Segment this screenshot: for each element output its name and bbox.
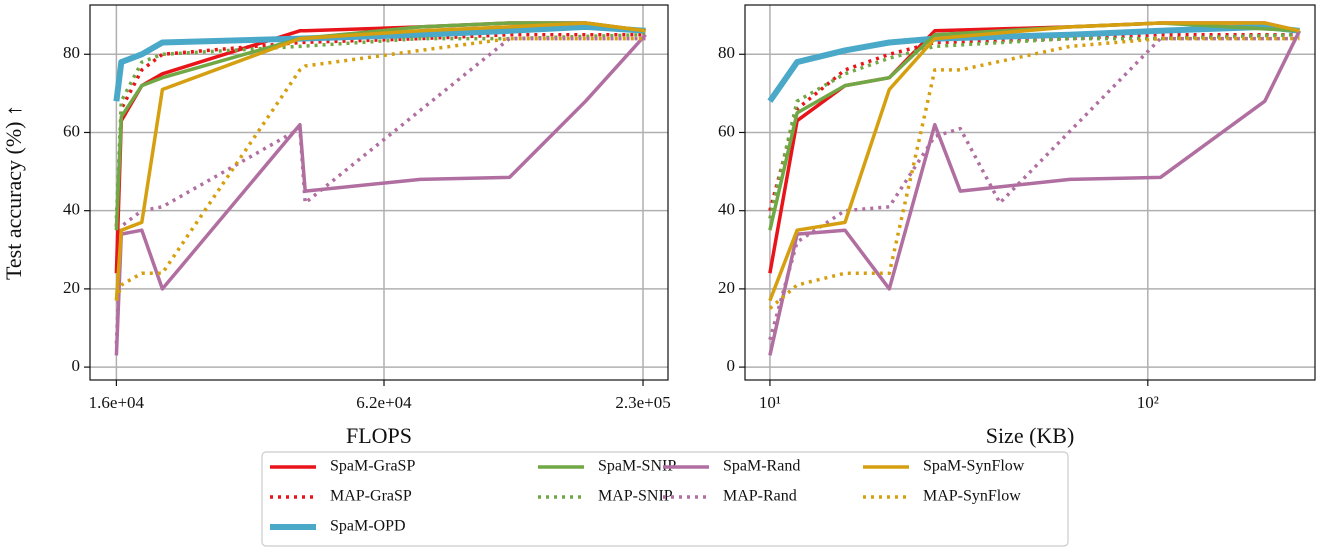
y-tick-label: 20 (63, 278, 80, 297)
legend-entry: SpaM-GraSP (270, 458, 415, 475)
plot-frame (744, 4, 1316, 381)
y-tick-label: 60 (718, 121, 735, 140)
y-tick-label: 0 (727, 356, 736, 375)
series-group (767, 21, 1302, 356)
y-axis-label: Test accuracy (%) ↑ (1, 105, 26, 280)
series-line (768, 36, 1300, 341)
series-line (768, 21, 1300, 302)
series-line (114, 36, 646, 344)
y-tick-label: 40 (63, 200, 80, 219)
legend-entry: SpaM-OPD (270, 518, 406, 535)
plot-frame (89, 4, 669, 381)
series-line (114, 33, 647, 356)
series-line (114, 21, 646, 274)
y-tick-label: 20 (718, 278, 735, 297)
x-tick-label: 10¹ (759, 393, 781, 412)
y-tick-label: 80 (63, 43, 80, 62)
series-line (768, 36, 1300, 310)
series-line (114, 36, 646, 302)
x-axis-label: Size (KB) (986, 423, 1075, 448)
x-tick-label: 10² (1137, 393, 1159, 412)
legend-label: SpaM-SynFlow (923, 458, 1025, 475)
panel: 0 20 40 60 80 1.6e+04 6.2e+04 2.3e+05 FLOPS Test … (1, 4, 671, 448)
y-tick-label: 60 (63, 121, 80, 140)
legend-label: SpaM-Rand (723, 458, 800, 475)
legend-frame (261, 451, 1069, 547)
legend-label: MAP-GraSP (330, 488, 412, 505)
legend-label: SpaM-OPD (330, 518, 406, 535)
x-axis-label: FLOPS (346, 423, 412, 448)
legend-label: MAP-Rand (723, 488, 797, 505)
legend: SpaM-GraSP MAP-GraSP SpaM-OPD SpaM-SNIP MAP-… (261, 451, 1069, 547)
legend-label: SpaM-SNIP (598, 458, 676, 475)
series-line (114, 32, 646, 227)
x-tick-label: 1.6e+04 (89, 393, 145, 412)
legend-entry: MAP-GraSP (270, 488, 412, 505)
series-line (768, 32, 1300, 219)
y-tick-label: 0 (72, 356, 81, 375)
legend-entry: SpaM-Rand (663, 458, 800, 475)
legend-label: SpaM-GraSP (330, 458, 415, 475)
x-tick-label: 6.2e+04 (356, 393, 412, 412)
legend-entry: MAP-SNIP (538, 488, 673, 505)
series-line (768, 30, 1302, 356)
series-group (113, 21, 647, 356)
x-tick-label: 2.3e+05 (615, 393, 670, 412)
panel: 0 20 40 60 80 10¹ 10² Size (KB) (718, 4, 1316, 448)
legend-entry: SpaM-SNIP (538, 458, 676, 475)
series-line (114, 21, 646, 301)
legend-entry: SpaM-SynFlow (863, 458, 1025, 475)
y-tick-label: 40 (718, 200, 735, 219)
legend-entry: MAP-Rand (663, 488, 797, 505)
legend-label: MAP-SynFlow (923, 488, 1021, 505)
y-tick-label: 80 (718, 43, 735, 62)
legend-entry: MAP-SynFlow (863, 488, 1021, 505)
legend-label: MAP-SNIP (598, 488, 673, 505)
